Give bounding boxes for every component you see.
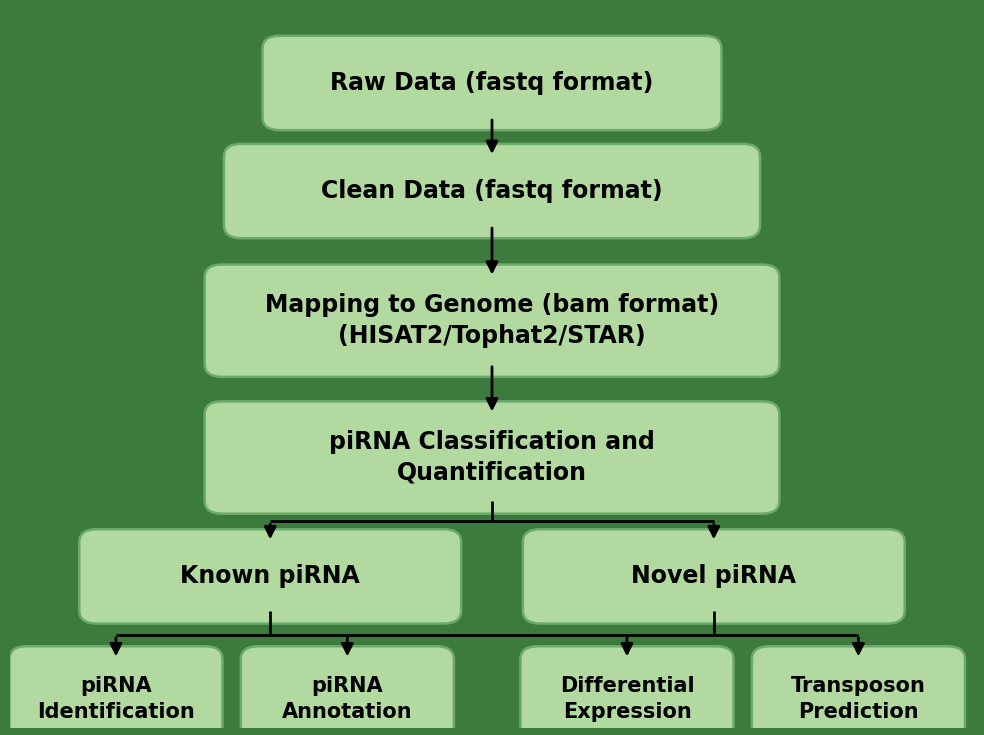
FancyBboxPatch shape (80, 529, 461, 623)
Text: Raw Data (fastq format): Raw Data (fastq format) (331, 71, 653, 95)
Text: Known piRNA: Known piRNA (180, 564, 360, 589)
FancyBboxPatch shape (10, 646, 222, 735)
Text: piRNA
Annotation: piRNA Annotation (282, 676, 412, 722)
FancyBboxPatch shape (205, 265, 779, 377)
FancyBboxPatch shape (521, 646, 733, 735)
FancyBboxPatch shape (523, 529, 904, 623)
Text: piRNA
Identification: piRNA Identification (37, 676, 195, 722)
FancyBboxPatch shape (752, 646, 965, 735)
Text: Novel piRNA: Novel piRNA (632, 564, 796, 589)
Text: Mapping to Genome (bam format)
(HISAT2/Tophat2/STAR): Mapping to Genome (bam format) (HISAT2/T… (265, 293, 719, 348)
FancyBboxPatch shape (224, 144, 760, 238)
Text: Clean Data (fastq format): Clean Data (fastq format) (321, 179, 663, 203)
Text: Differential
Expression: Differential Expression (560, 676, 695, 722)
Text: piRNA Classification and
Quantification: piRNA Classification and Quantification (329, 430, 655, 485)
FancyBboxPatch shape (205, 401, 779, 514)
Text: Transposon
Prediction: Transposon Prediction (791, 676, 926, 722)
FancyBboxPatch shape (263, 36, 721, 130)
FancyBboxPatch shape (241, 646, 454, 735)
